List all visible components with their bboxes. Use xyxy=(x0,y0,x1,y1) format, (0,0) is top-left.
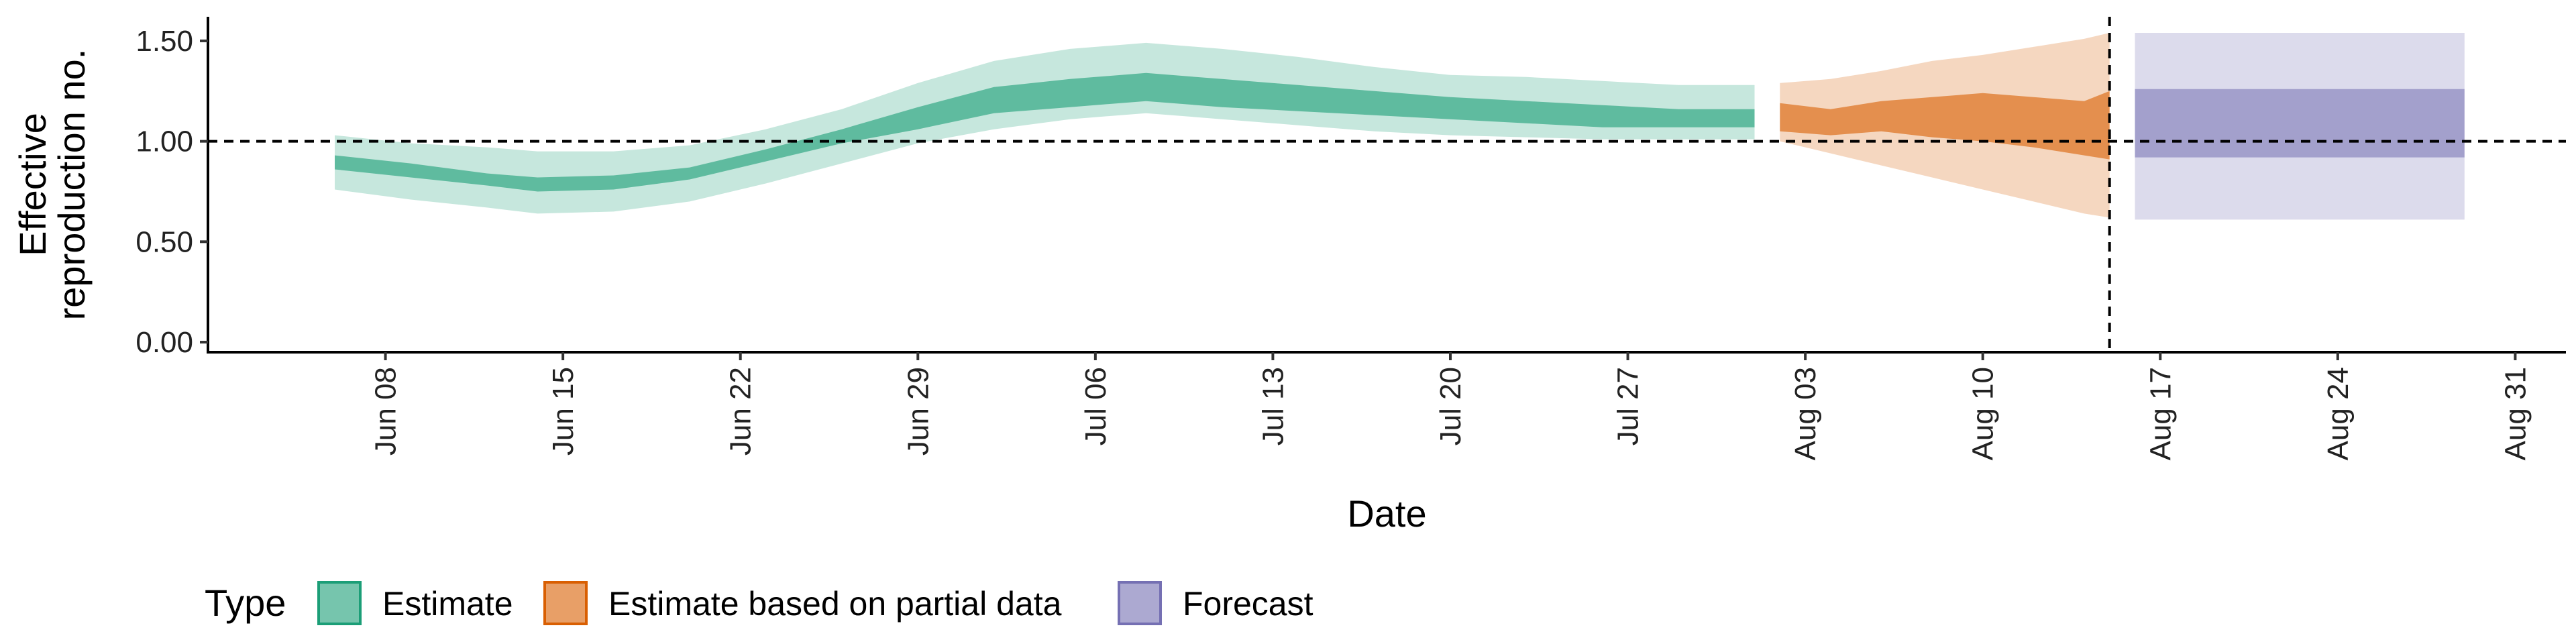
y-tick-label: 1.50 xyxy=(136,25,193,58)
x-tick-label: Jun 08 xyxy=(370,367,402,455)
y-tick-label: 0.00 xyxy=(136,326,193,359)
x-axis-title: Date xyxy=(1347,492,1426,535)
y-axis-title-line: Effective xyxy=(11,113,54,256)
x-tick-label: Jul 06 xyxy=(1079,367,1112,445)
x-tick-label: Jul 13 xyxy=(1256,367,1289,445)
forecast-band-50 xyxy=(2135,89,2465,158)
x-tick-label: Aug 31 xyxy=(2499,367,2532,460)
y-tick-label: 1.00 xyxy=(136,125,193,158)
reference-lines xyxy=(208,17,2566,352)
legend-label-estimate: Estimate xyxy=(382,585,513,623)
x-tick-label: Aug 03 xyxy=(1789,367,1822,460)
x-tick-label: Jul 20 xyxy=(1434,367,1467,445)
y-axis-title-line: reproduction no. xyxy=(50,49,93,321)
x-tick-label: Jun 22 xyxy=(724,367,757,455)
x-tick-label: Aug 10 xyxy=(1967,367,2000,460)
estimate-based-on-partial-data-band-50 xyxy=(1780,91,2110,160)
series-bands xyxy=(335,33,2465,220)
x-tick-label: Aug 24 xyxy=(2322,367,2355,460)
estimate-band-50 xyxy=(335,72,1755,192)
legend-swatch-forecast xyxy=(1118,581,1162,625)
x-tick-label: Jun 29 xyxy=(902,367,934,455)
legend-label-forecast: Forecast xyxy=(1183,585,1313,623)
axes xyxy=(207,17,2566,354)
legend-swatch-estimate xyxy=(317,581,362,625)
x-tick-label: Jun 15 xyxy=(547,367,580,455)
legend-title: Type xyxy=(205,582,286,624)
legend: Type Estimate Estimate based on partial da… xyxy=(205,581,1313,625)
x-axis-ticks: Jun 08 Jun 15 Jun 22 Jun 29 Jul 06 Jul 13 Jul … xyxy=(370,352,2532,460)
x-tick-label: Jul 27 xyxy=(1612,367,1645,445)
y-tick-label: 0.50 xyxy=(136,225,193,258)
legend-label-estimate-based-on-partial-data: Estimate based on partial data xyxy=(608,585,1062,623)
x-tick-label: Aug 17 xyxy=(2144,367,2177,460)
y-axis-ticks: 0.00 0.50 1.00 1.50 xyxy=(136,25,208,359)
legend-swatch-estimate-based-on-partial-data xyxy=(543,581,588,625)
